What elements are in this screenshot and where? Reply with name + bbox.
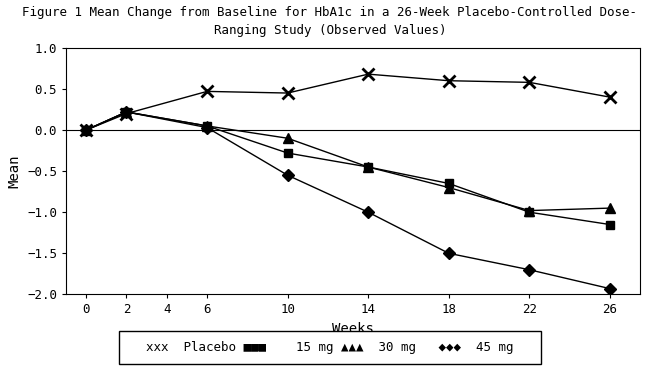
Y-axis label: Mean: Mean [7,154,21,188]
Text: xxx  Placebo ■■■    15 mg ▲▲▲  30 mg   ◆◆◆  45 mg: xxx Placebo ■■■ 15 mg ▲▲▲ 30 mg ◆◆◆ 45 m… [147,341,513,354]
Text: Figure 1 Mean Change from Baseline for HbA1c in a 26-Week Placebo-Controlled Dos: Figure 1 Mean Change from Baseline for H… [22,6,638,18]
FancyBboxPatch shape [119,331,541,364]
Text: Ranging Study (Observed Values): Ranging Study (Observed Values) [214,24,446,37]
X-axis label: Weeks: Weeks [332,322,374,336]
